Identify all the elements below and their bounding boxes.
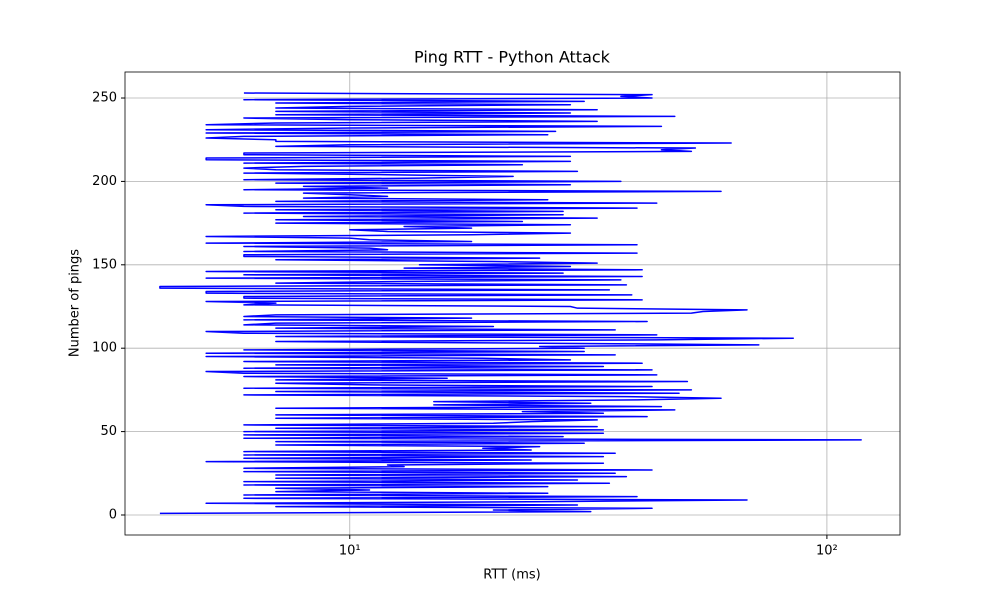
x-axis-label: RTT (ms)	[483, 568, 540, 583]
x-tick-label: 10¹	[339, 544, 361, 559]
data-line	[159, 92, 862, 515]
y-tick-label: 50	[100, 424, 117, 439]
y-tick-label: 100	[92, 341, 117, 356]
y-tick-label: 200	[92, 174, 117, 189]
y-tick-label: 250	[92, 91, 117, 106]
plot-frame	[124, 71, 901, 536]
x-tick-label: 10²	[816, 544, 838, 559]
chart-title: Ping RTT - Python Attack	[414, 48, 611, 67]
y-tick-label: 150	[92, 257, 117, 272]
y-tick-label: 0	[109, 507, 117, 522]
y-axis-label: Number of pings	[68, 249, 83, 357]
